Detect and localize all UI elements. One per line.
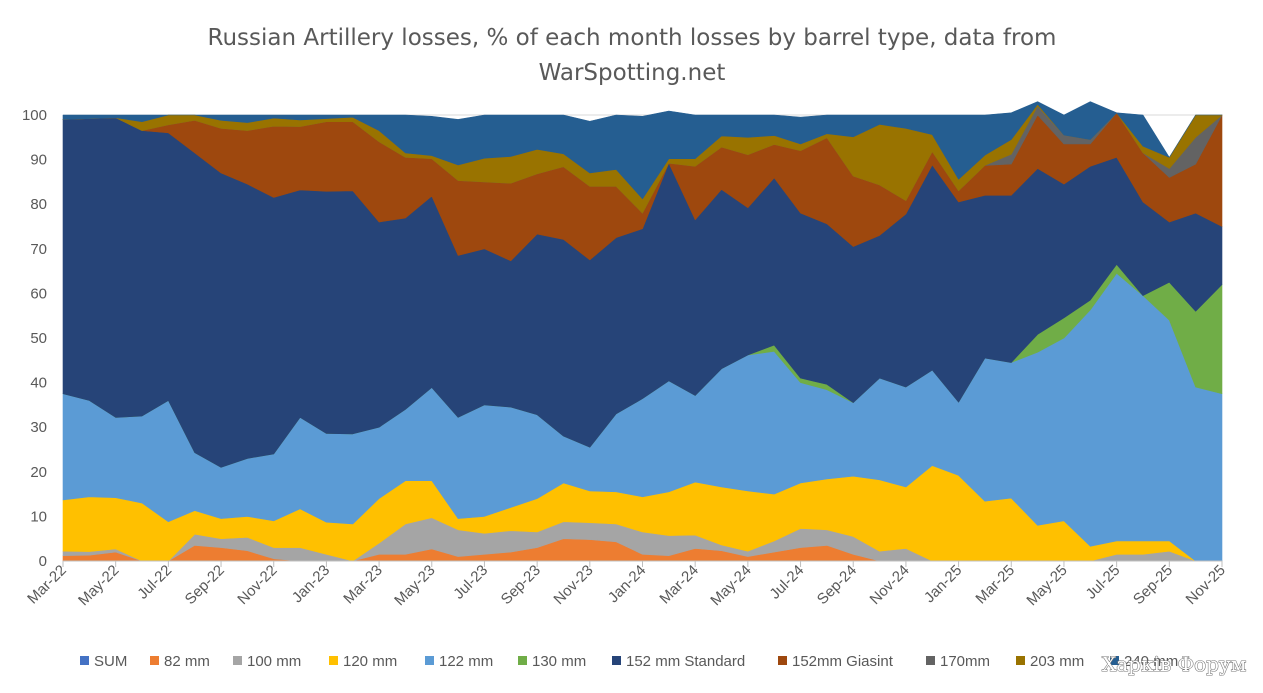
y-tick-label: 0 bbox=[39, 553, 47, 570]
y-tick-label: 70 bbox=[30, 241, 47, 258]
legend-label-170mm: 170mm bbox=[940, 653, 990, 670]
y-tick-label: 100 bbox=[22, 107, 47, 124]
legend-label-sum: SUM bbox=[94, 653, 127, 670]
legend-label-82-mm: 82 mm bbox=[164, 653, 210, 670]
legend-swatch-130-mm bbox=[518, 656, 527, 665]
legend-swatch-122-mm bbox=[425, 656, 434, 665]
legend-label-152-mm-standard: 152 mm Standard bbox=[626, 653, 745, 670]
legend-label-100-mm: 100 mm bbox=[247, 653, 301, 670]
legend-swatch-82-mm bbox=[150, 656, 159, 665]
legend-swatch-sum bbox=[80, 656, 89, 665]
area-series-240-mm bbox=[62, 101, 1223, 200]
y-tick-label: 90 bbox=[30, 152, 47, 169]
legend-swatch-120-mm bbox=[329, 656, 338, 665]
y-tick-label: 50 bbox=[30, 330, 47, 347]
y-tick-label: 30 bbox=[30, 419, 47, 436]
chart-title-line-1: Russian Artillery losses, % of each mont… bbox=[208, 25, 1057, 51]
legend-swatch-152-mm-standard bbox=[612, 656, 621, 665]
chart-title-line-2: WarSpotting.net bbox=[539, 60, 726, 86]
y-tick-label: 80 bbox=[30, 196, 47, 213]
y-axis: 0 10 20 30 40 50 60 70 80 90 100 bbox=[22, 107, 47, 570]
legend-swatch-203-mm bbox=[1016, 656, 1025, 665]
legend-swatch-170mm bbox=[926, 656, 935, 665]
legend: SUM 82 mm 100 mm 120 mm 122 mm 130 mm 152 mm S… bbox=[80, 653, 1178, 670]
legend-swatch-240-mm bbox=[1110, 656, 1119, 665]
legend-label-152mm-giasint: 152mm Giasint bbox=[792, 653, 894, 670]
legend-label-120-mm: 120 mm bbox=[343, 653, 397, 670]
y-tick-label: 10 bbox=[30, 508, 47, 525]
y-tick-label: 20 bbox=[30, 464, 47, 481]
y-tick-label: 60 bbox=[30, 285, 47, 302]
legend-label-240-mm: 240 mm bbox=[1124, 653, 1178, 670]
plot-area bbox=[62, 101, 1223, 562]
chart-title: Russian Artillery losses, % of each mont… bbox=[208, 25, 1057, 86]
legend-label-122-mm: 122 mm bbox=[439, 653, 493, 670]
legend-swatch-152mm-giasint bbox=[778, 656, 787, 665]
legend-label-130-mm: 130 mm bbox=[532, 653, 586, 670]
watermark: Харків Форум bbox=[1102, 652, 1246, 676]
y-tick-label: 40 bbox=[30, 375, 47, 392]
legend-label-203-mm: 203 mm bbox=[1030, 653, 1084, 670]
legend-swatch-100-mm bbox=[233, 656, 242, 665]
